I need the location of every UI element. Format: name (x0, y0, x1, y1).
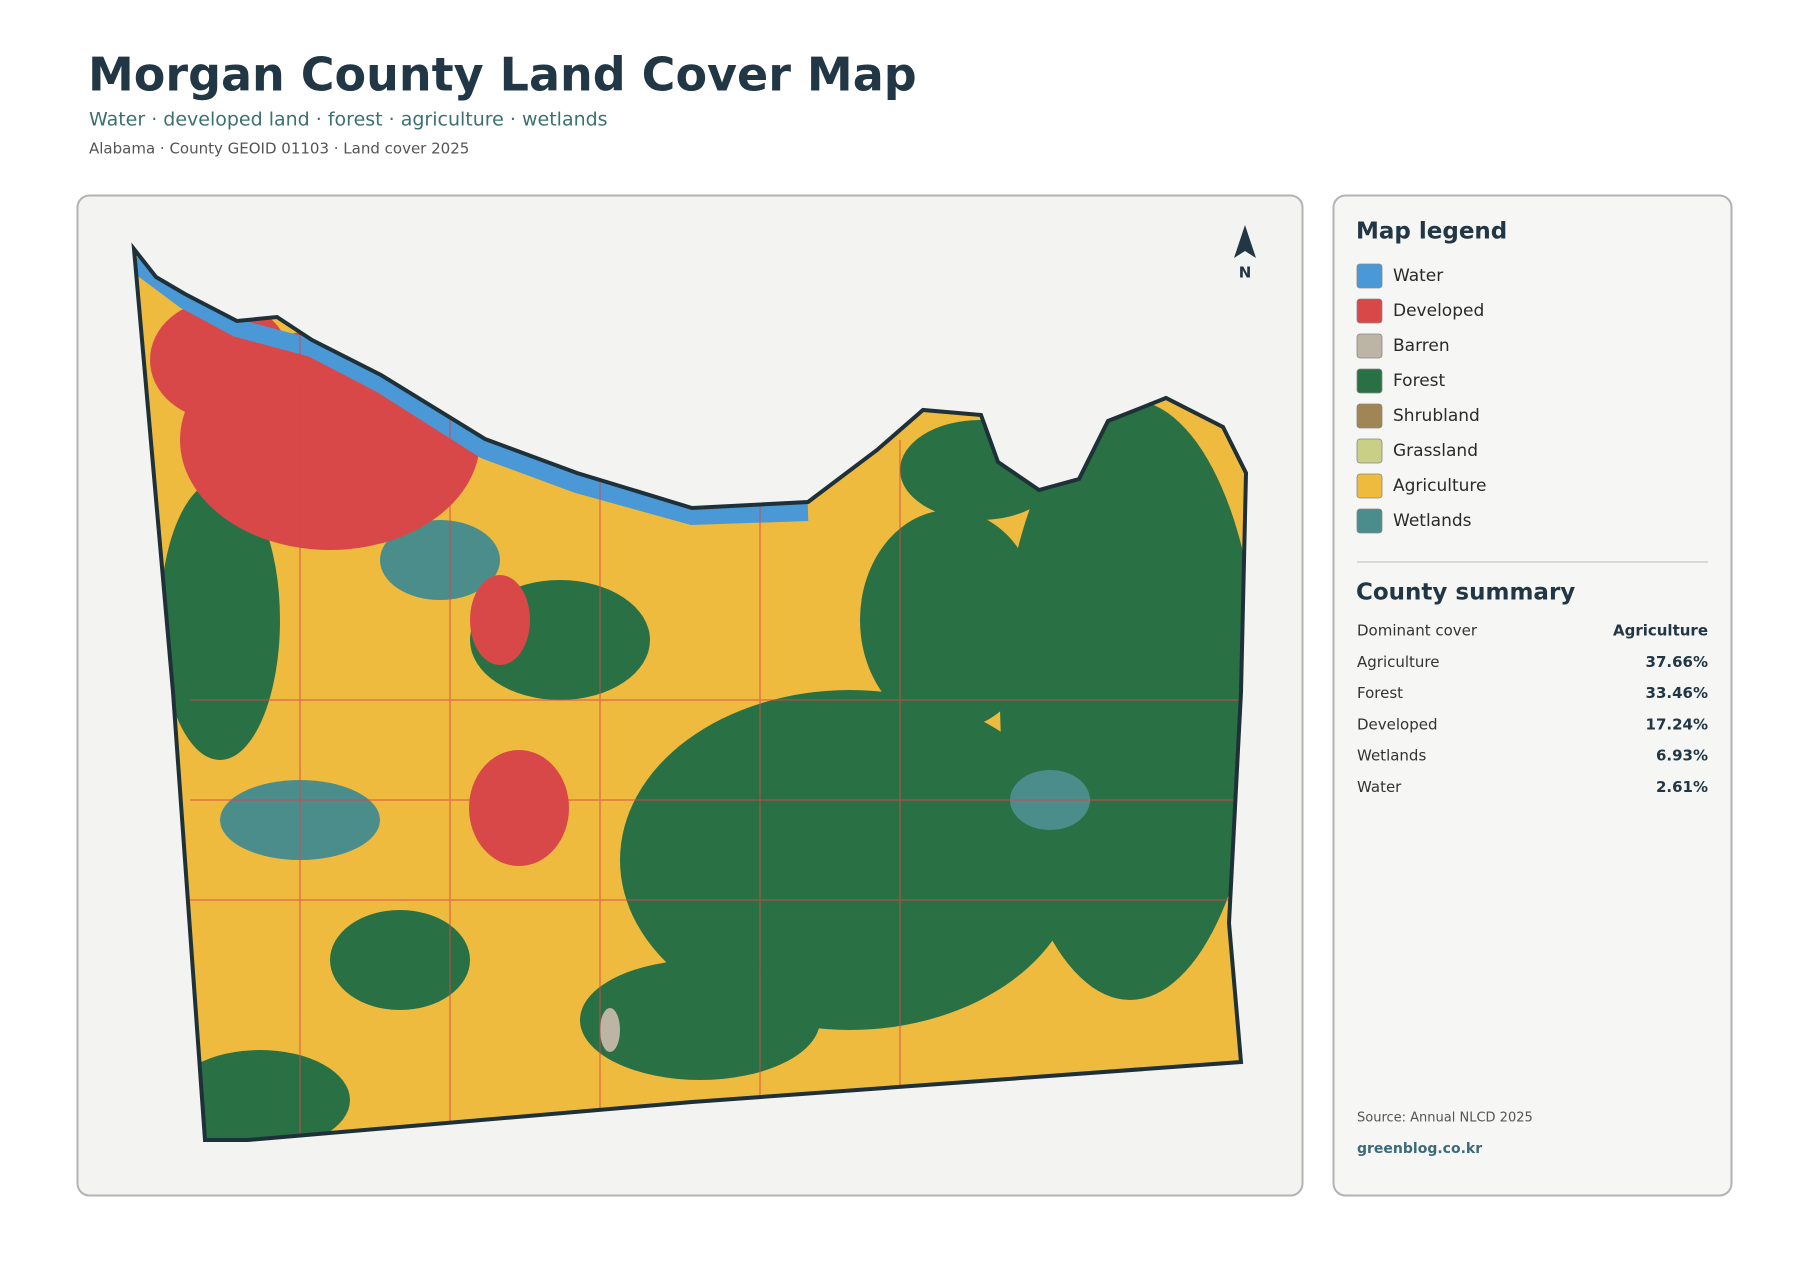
legend-swatch (1356, 368, 1383, 394)
summary-value: 17.24% (1646, 715, 1708, 733)
summary-value: 33.46% (1646, 684, 1708, 702)
summary-value: Agriculture (1613, 622, 1708, 640)
legend-title: Map legend (1356, 219, 1507, 245)
legend-label: Barren (1393, 336, 1450, 356)
legend-swatch (1356, 438, 1383, 464)
legend-label: Developed (1393, 301, 1484, 321)
north-label: N (1239, 264, 1252, 282)
legend-swatch (1356, 508, 1383, 534)
summary-label: Forest (1357, 684, 1403, 702)
side-panel (1332, 194, 1733, 1197)
page-title: Morgan County Land Cover Map (88, 48, 917, 102)
summary-label: Developed (1357, 715, 1438, 733)
north-arrow (1234, 225, 1256, 258)
summary-title: County summary (1356, 580, 1575, 606)
meta: Alabama · County GEOID 01103 · Land cove… (89, 140, 469, 158)
legend-swatch (1356, 473, 1383, 499)
legend-label: Water (1393, 266, 1443, 286)
county-outline (131, 242, 1249, 1142)
legend-label: Wetlands (1393, 511, 1472, 531)
legend-swatch (1356, 298, 1383, 324)
legend-label: Forest (1393, 371, 1446, 391)
summary-value: 2.61% (1656, 778, 1708, 796)
legend-swatch (1356, 333, 1383, 359)
summary-value: 37.66% (1646, 653, 1708, 671)
legend: Water Developed Barren Forest Shrubland Grass… (1356, 263, 1487, 534)
summary-value: 6.93% (1656, 747, 1708, 765)
summary-label: Wetlands (1357, 747, 1426, 765)
source: Source: Annual NLCD 2025 (1357, 1111, 1533, 1126)
legend-label: Shrubland (1393, 406, 1480, 426)
subtitle: Water · developed land · forest · agricu… (89, 109, 608, 131)
summary-label: Water (1357, 778, 1402, 796)
summary-label: Agriculture (1357, 653, 1440, 671)
legend-swatch (1356, 403, 1383, 429)
legend-label: Grassland (1393, 441, 1478, 461)
legend-label: Agriculture (1393, 476, 1487, 496)
site: greenblog.co.kr (1357, 1141, 1482, 1157)
summary-label: Dominant cover (1357, 622, 1478, 640)
legend-swatch (1356, 263, 1383, 289)
summary-table: Dominant cover Agriculture Agriculture 37.6… (1357, 622, 1708, 797)
